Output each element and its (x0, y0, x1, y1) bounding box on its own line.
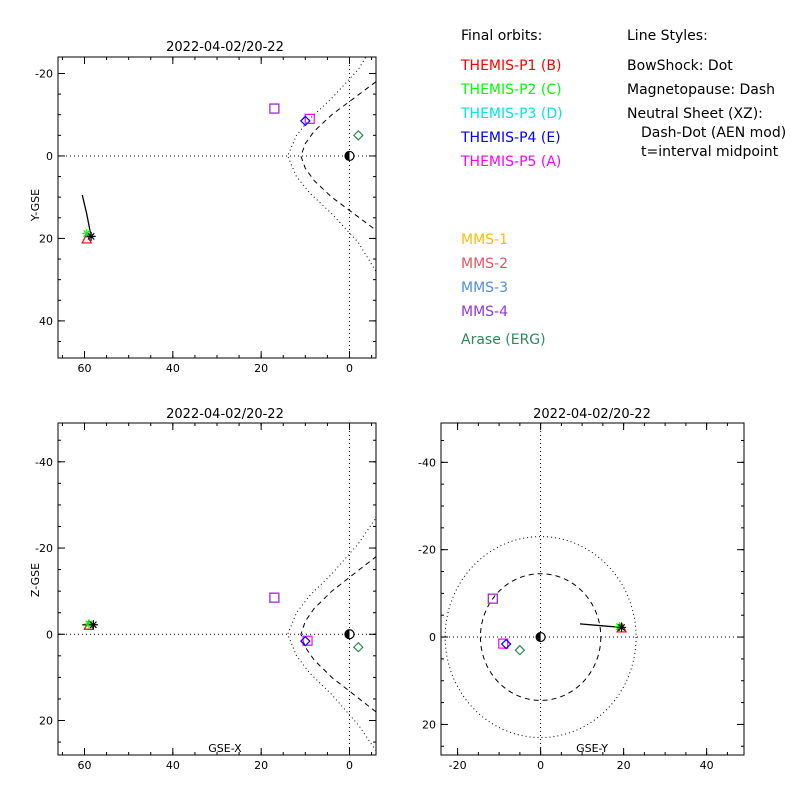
y-tick-label: 0 (429, 631, 436, 644)
y-tick-label: 0 (46, 628, 53, 641)
x-tick-label: -20 (449, 759, 467, 772)
legend-mms-4: MMS-4 (461, 304, 508, 320)
magnetopause-circle (479, 573, 602, 701)
axes-frame (57, 56, 377, 359)
marker-themis-p4-e (500, 638, 512, 650)
axes-frame (440, 422, 745, 756)
panel-xz-xlabel: GSE-X (208, 742, 242, 755)
panel-xy: 2022-04-02/20-22 Y-GSE 60 40 20 0 -20 0 20 40 (29, 40, 377, 375)
plot-area (58, 57, 376, 358)
plot-area (441, 423, 744, 755)
y-tick-label: 0 (46, 150, 53, 163)
x-tick-label: 0 (537, 759, 544, 772)
marker-themis-p5-a (302, 635, 313, 646)
marker-themis-p5-a (269, 592, 280, 603)
marker-arase-erg (514, 644, 526, 656)
marker-arase-erg (352, 129, 364, 141)
panel-xy-ylabel: Y-GSE (29, 189, 42, 222)
legend-mms-2: MMS-2 (461, 256, 508, 272)
x-tick-label: 0 (346, 362, 353, 375)
earth-night-side (345, 151, 350, 161)
orbit-end-marker (88, 620, 98, 630)
legend-mms-3: MMS-3 (461, 280, 508, 296)
line-style-neutral-sheet-time: t=interval midpoint (641, 144, 779, 160)
legend-themis-p1: THEMIS-P1 (B) (460, 58, 561, 74)
marker-mms-4 (269, 103, 280, 114)
marker-themis-p5-a (304, 113, 315, 124)
y-tick-label: -40 (35, 456, 53, 469)
orbit-track (579, 623, 622, 629)
marker-themis-p2-c (614, 622, 624, 632)
line-style-neutral-sheet: Neutral Sheet (XZ): (627, 106, 763, 122)
legend-themis-p4: THEMIS-P4 (E) (460, 130, 561, 146)
orbit-end-marker (617, 622, 627, 632)
marker-arase-erg (352, 641, 364, 653)
marker-themis-p5-a (269, 103, 280, 114)
legend-themis-p5: THEMIS-P5 (A) (460, 154, 561, 170)
x-tick-label: 60 (78, 759, 92, 772)
panel-yz-title: 2022-04-02/20-22 (533, 407, 651, 422)
panel-yz-plot: -20 0 20 40 20 0 -20 -40 (418, 422, 745, 772)
marker-themis-p4-e (299, 115, 311, 127)
y-tick-label: -20 (35, 67, 53, 80)
legend-themis-p3: THEMIS-P3 (D) (460, 106, 563, 122)
x-tick-label: 40 (700, 759, 714, 772)
y-tick-label: 20 (39, 232, 53, 245)
panel-yz: 2022-04-02/20-22 GSE-Y -20 0 20 40 20 0 -20 -40 (418, 407, 745, 772)
earth-night-side (345, 629, 350, 639)
y-tick-label: -40 (418, 456, 436, 469)
legend-header: Final orbits: (461, 28, 542, 44)
legend-mms-1: MMS-1 (461, 232, 508, 248)
orbit-track (81, 194, 92, 237)
orbit-end-marker (86, 231, 96, 241)
line-style-bowshock: BowShock: Dot (627, 58, 733, 74)
line-style-magnetopause: Magnetopause: Dash (627, 82, 775, 98)
marker-mms-4 (487, 593, 498, 604)
x-tick-label: 20 (254, 759, 268, 772)
y-tick-label: -20 (418, 544, 436, 557)
panel-xz: 2022-04-02/20-22 Z-GSE GSE-X 60 40 20 0 20 0 -… (29, 407, 377, 772)
marker-mms-4 (269, 592, 280, 603)
bow-shock-curve (287, 517, 376, 751)
panel-xz-plot: 60 40 20 0 20 0 -20 -40 (35, 422, 377, 772)
legend-arase: Arase (ERG) (461, 332, 546, 348)
marker-themis-p5-a (498, 638, 509, 649)
marker-themis-p2-c (84, 619, 94, 629)
panel-xz-title: 2022-04-02/20-22 (166, 407, 284, 422)
legend-themis-p2: THEMIS-P2 (C) (460, 82, 562, 98)
x-tick-label: 20 (254, 362, 268, 375)
marker-themis-p2-c (82, 228, 92, 238)
axes-frame (57, 422, 377, 756)
y-tick-label: 40 (39, 315, 53, 328)
magnetopause-curve (300, 556, 376, 713)
panel-xy-title: 2022-04-02/20-22 (166, 40, 284, 55)
plot-area (58, 423, 376, 755)
x-tick-label: 60 (78, 362, 92, 375)
line-styles-key: Line Styles: BowShock: Dot Magnetopause:… (627, 28, 786, 160)
earth-night-side (536, 632, 541, 642)
magnetopause-curve (300, 81, 376, 231)
panel-xy-plot: 60 40 20 0 -20 0 20 40 (35, 56, 377, 375)
panel-xz-ylabel: Z-GSE (29, 563, 42, 597)
line-styles-header: Line Styles: (627, 28, 708, 44)
x-tick-label: 0 (346, 759, 353, 772)
bow-shock-circle (444, 536, 637, 739)
y-tick-label: 20 (422, 718, 436, 731)
y-tick-label: -20 (35, 542, 53, 555)
marker-themis-p4-e (299, 635, 311, 647)
x-tick-label: 40 (166, 362, 180, 375)
y-tick-label: 20 (39, 715, 53, 728)
line-style-neutral-sheet-detail: Dash-Dot (AEN mod) (641, 125, 786, 141)
panel-yz-xlabel: GSE-Y (576, 742, 608, 755)
x-tick-label: 20 (617, 759, 631, 772)
legend: Final orbits: THEMIS-P1 (B) THEMIS-P2 (C… (460, 28, 563, 348)
x-tick-label: 40 (166, 759, 180, 772)
